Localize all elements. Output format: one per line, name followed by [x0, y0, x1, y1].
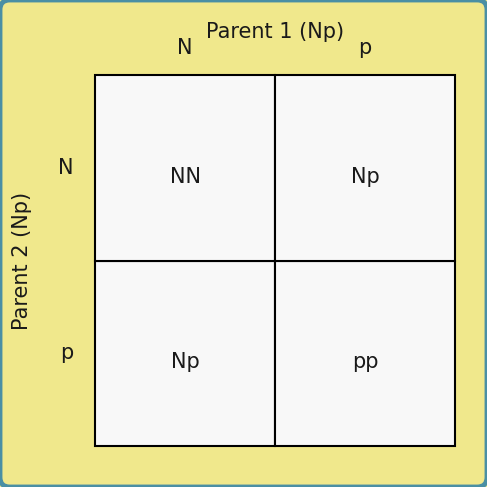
Text: N: N [177, 38, 193, 58]
Text: N: N [57, 158, 73, 178]
Bar [95, 75, 275, 261]
Text: pp: pp [352, 352, 378, 373]
Text: p: p [358, 38, 372, 58]
Bar [95, 261, 275, 446]
Text: Np: Np [170, 352, 200, 373]
Bar [275, 75, 455, 261]
Text: Parent 1 (Np): Parent 1 (Np) [206, 21, 344, 42]
Text: Parent 2 (Np): Parent 2 (Np) [12, 191, 32, 330]
Bar [275, 261, 455, 446]
Text: Np: Np [351, 167, 380, 187]
Text: p: p [60, 343, 73, 363]
Text: NN: NN [169, 167, 201, 187]
